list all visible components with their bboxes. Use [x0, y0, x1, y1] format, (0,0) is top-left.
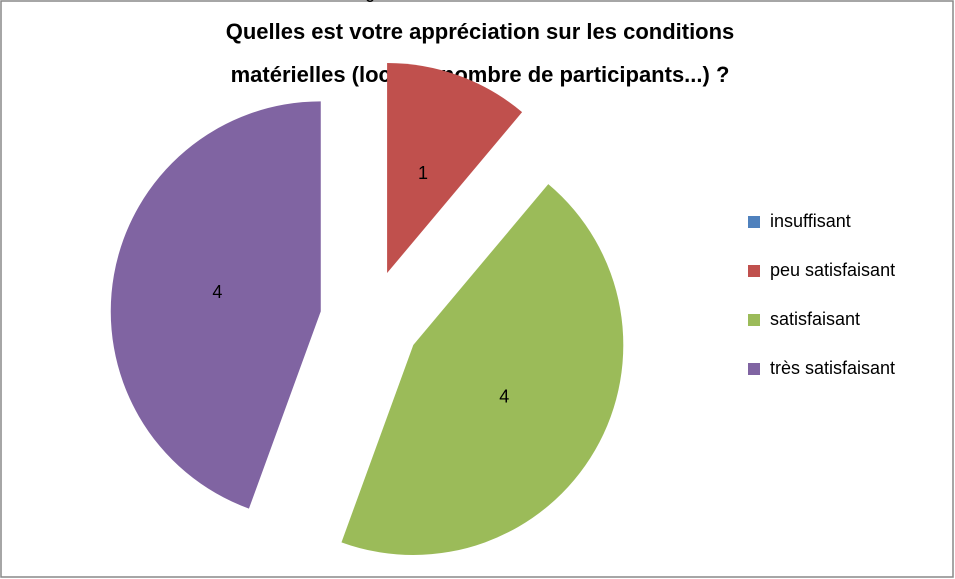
legend-swatch: [748, 216, 760, 228]
data-label: 4: [499, 386, 509, 406]
legend-swatch: [748, 265, 760, 277]
legend-swatch: [748, 363, 760, 375]
legend-swatch: [748, 314, 760, 326]
pie-slice: [341, 184, 624, 555]
legend-label: insuffisant: [770, 211, 851, 231]
legend-label: satisfaisant: [770, 309, 860, 329]
legend-label: peu satisfaisant: [770, 260, 895, 280]
data-label: 0: [365, 0, 375, 6]
chart-title: Quelles est votre appréciation sur les c…: [226, 19, 735, 44]
chart-title: matérielles (locaux, nombre de participa…: [231, 62, 730, 87]
pie-slice: [387, 63, 523, 274]
data-label: 4: [212, 282, 222, 302]
data-label: 1: [418, 163, 428, 183]
legend-label: très satisfaisant: [770, 358, 895, 378]
pie-slice: [110, 101, 321, 509]
